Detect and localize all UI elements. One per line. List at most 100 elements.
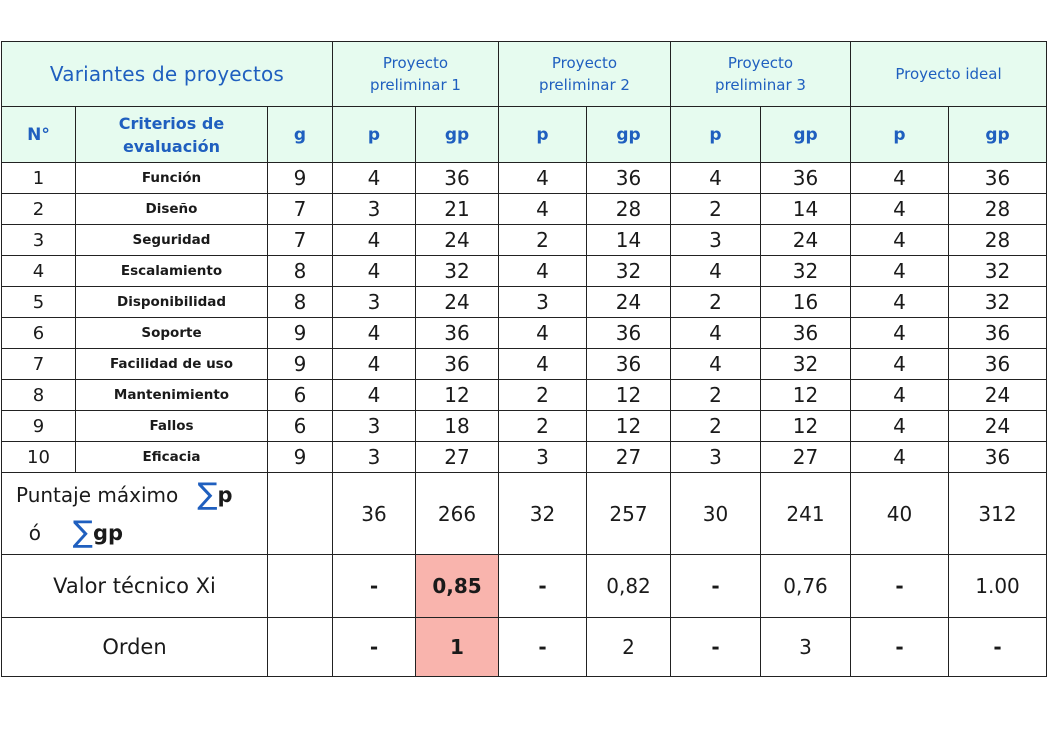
score-p: 4 xyxy=(670,255,761,287)
technical-value: - xyxy=(498,554,587,618)
order-value-highlight: 1 xyxy=(415,617,499,677)
column-header-p: p xyxy=(850,106,949,163)
score-p: 4 xyxy=(498,162,587,194)
score-gp: 36 xyxy=(586,348,671,380)
summary-value: 32 xyxy=(498,472,587,555)
score-p: 4 xyxy=(850,224,949,256)
score-gp: 14 xyxy=(760,193,851,225)
technical-value-row: Valor técnico Xi - 0,85 - 0,82 - 0,76 - … xyxy=(1,554,1047,618)
score-p: 3 xyxy=(670,441,761,473)
score-p: 4 xyxy=(332,162,416,194)
criterion-name: Mantenimiento xyxy=(75,379,268,411)
score-p: 4 xyxy=(498,255,587,287)
column-header-g: g xyxy=(267,106,333,163)
score-p: 3 xyxy=(670,224,761,256)
row-number: 9 xyxy=(1,410,76,442)
project-header-1: Proyecto preliminar 1 xyxy=(332,41,499,107)
score-p: 4 xyxy=(850,379,949,411)
order-value: - xyxy=(850,617,949,677)
sigma-symbol: ∑ xyxy=(72,514,93,550)
score-gp: 21 xyxy=(415,193,499,225)
column-header-p: p xyxy=(670,106,761,163)
score-p: 4 xyxy=(670,317,761,349)
header-row-projects: Variantes de proyectos Proyecto prelimina… xyxy=(1,41,1047,107)
criteria-line1: Criterios de xyxy=(118,113,225,133)
score-p: 4 xyxy=(850,317,949,349)
score-gp: 24 xyxy=(586,286,671,318)
order-value: - xyxy=(332,617,416,677)
score-p: 4 xyxy=(332,224,416,256)
score-p: 4 xyxy=(332,379,416,411)
weight-g: 7 xyxy=(267,224,333,256)
column-header-p: p xyxy=(498,106,587,163)
score-gp: 16 xyxy=(760,286,851,318)
score-p: 2 xyxy=(670,379,761,411)
row-number: 2 xyxy=(1,193,76,225)
summary-value: 312 xyxy=(948,472,1047,555)
table-row: 3 Seguridad 7 4 24 2 14 3 24 4 28 xyxy=(1,224,1047,256)
weight-g: 8 xyxy=(267,286,333,318)
score-p: 3 xyxy=(332,193,416,225)
score-p: 2 xyxy=(670,193,761,225)
row-number: 10 xyxy=(1,441,76,473)
summary-label-line1: Puntaje máximo xyxy=(16,482,179,507)
sigma-symbol: ∑ xyxy=(197,476,218,512)
table-row: 4 Escalamiento 8 4 32 4 32 4 32 4 32 xyxy=(1,255,1047,287)
score-p: 2 xyxy=(498,379,587,411)
score-gp: 36 xyxy=(948,317,1047,349)
table-row: 10 Eficacia 9 3 27 3 27 3 27 4 36 xyxy=(1,441,1047,473)
weight-g: 7 xyxy=(267,193,333,225)
technical-value: 0,76 xyxy=(760,554,851,618)
score-p: 4 xyxy=(850,441,949,473)
column-header-p: p xyxy=(332,106,416,163)
score-gp: 27 xyxy=(415,441,499,473)
score-gp: 28 xyxy=(948,193,1047,225)
criterion-name: Soporte xyxy=(75,317,268,349)
score-gp: 24 xyxy=(948,379,1047,411)
criteria-line2: evaluación xyxy=(122,136,221,156)
row-number: 8 xyxy=(1,379,76,411)
summary-g-cell xyxy=(267,472,333,555)
score-gp: 27 xyxy=(760,441,851,473)
order-value: - xyxy=(670,617,761,677)
summary-p: p xyxy=(217,482,233,507)
project-header-line2: preliminar 2 xyxy=(539,76,630,94)
score-p: 2 xyxy=(670,286,761,318)
table-row: 8 Mantenimiento 6 4 12 2 12 2 12 4 24 xyxy=(1,379,1047,411)
order-value: - xyxy=(498,617,587,677)
order-g-cell xyxy=(267,617,333,677)
score-gp: 36 xyxy=(415,162,499,194)
score-p: 4 xyxy=(850,410,949,442)
score-gp: 12 xyxy=(760,410,851,442)
score-gp: 36 xyxy=(760,162,851,194)
column-header-gp: gp xyxy=(415,106,499,163)
score-gp: 32 xyxy=(415,255,499,287)
table-row: 2 Diseño 7 3 21 4 28 2 14 4 28 xyxy=(1,193,1047,225)
score-gp: 28 xyxy=(948,224,1047,256)
score-gp: 36 xyxy=(415,348,499,380)
score-gp: 32 xyxy=(948,255,1047,287)
row-number: 4 xyxy=(1,255,76,287)
score-p: 4 xyxy=(498,317,587,349)
weight-g: 9 xyxy=(267,441,333,473)
score-p: 3 xyxy=(332,286,416,318)
score-p: 4 xyxy=(332,255,416,287)
score-gp: 12 xyxy=(415,379,499,411)
summary-value: 40 xyxy=(850,472,949,555)
order-value: 3 xyxy=(760,617,851,677)
criterion-name: Seguridad xyxy=(75,224,268,256)
table-row: 5 Disponibilidad 8 3 24 3 24 2 16 4 32 xyxy=(1,286,1047,318)
summary-row: Puntaje máximo ∑p ó ∑gp 36 266 32 257 30… xyxy=(1,472,1047,555)
summary-label: Puntaje máximo ∑p ó ∑gp xyxy=(1,472,268,555)
score-p: 4 xyxy=(332,348,416,380)
table-row: 9 Fallos 6 3 18 2 12 2 12 4 24 xyxy=(1,410,1047,442)
project-header-ideal: Proyecto ideal xyxy=(850,41,1047,107)
project-header-2: Proyecto preliminar 2 xyxy=(498,41,671,107)
score-gp: 32 xyxy=(760,255,851,287)
score-gp: 36 xyxy=(415,317,499,349)
score-gp: 32 xyxy=(760,348,851,380)
score-gp: 28 xyxy=(586,193,671,225)
score-gp: 24 xyxy=(415,224,499,256)
project-header-3: Proyecto preliminar 3 xyxy=(670,41,851,107)
column-header-gp: gp xyxy=(948,106,1047,163)
